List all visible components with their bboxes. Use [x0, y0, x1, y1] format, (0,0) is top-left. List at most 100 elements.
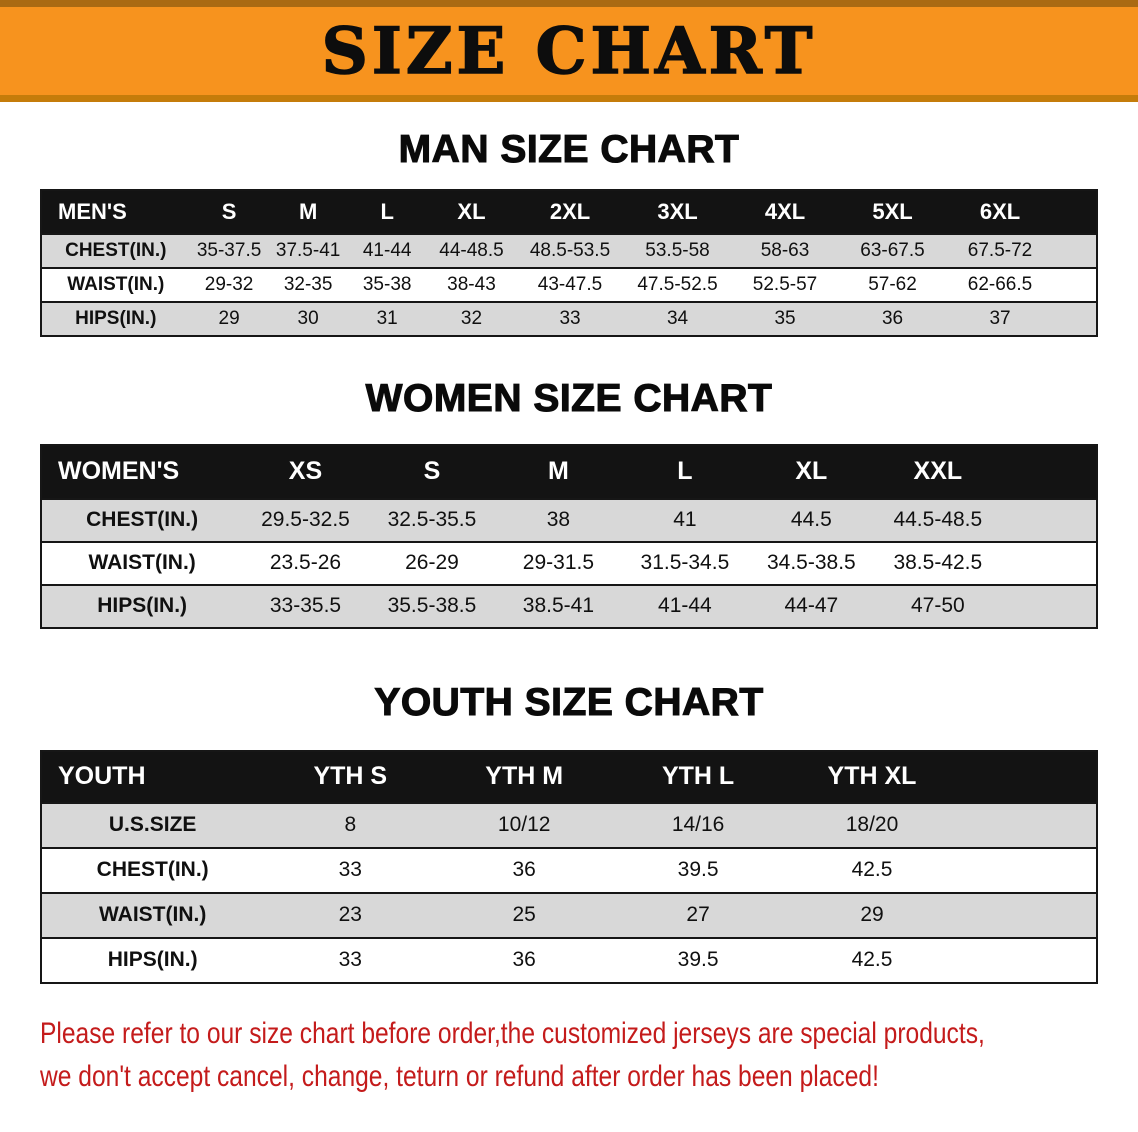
value-cell: 26-29	[405, 551, 459, 575]
women-size-header-l: L	[677, 457, 693, 486]
value-cell: 44.5	[790, 508, 832, 532]
youth-size-table: YOUTH YTH S YTH M YTH L YTH XL U.S.SIZE …	[40, 749, 1098, 984]
value-cell: 52.5-57	[752, 273, 818, 295]
row-label: U.S.SIZE	[108, 813, 197, 837]
value-cell: 33	[338, 948, 362, 972]
men-size-header-s: S	[221, 198, 237, 224]
youth-header-label: YOUTH	[58, 762, 146, 791]
youth-size-header-l: YTH L	[661, 762, 735, 791]
value-cell: 30	[297, 307, 319, 329]
value-cell: 18/20	[845, 813, 899, 837]
women-section: WOMEN SIZE CHART WOMEN'S XS S M L XL XXL…	[0, 376, 1138, 629]
value-cell: 36	[881, 307, 904, 329]
page-title: SIZE CHART	[321, 13, 817, 90]
value-cell: 31.5-34.5	[640, 551, 730, 575]
women-size-table: WOMEN'S XS S M L XL XXL CHEST(IN.) 29.5-…	[40, 443, 1098, 629]
women-size-header-s: S	[423, 457, 441, 486]
value-cell: 41	[673, 508, 697, 532]
men-header-label: MEN'S	[58, 198, 127, 224]
disclaimer-line-1: Please refer to our size chart before or…	[40, 1016, 985, 1050]
value-cell: 27	[686, 903, 710, 927]
row-label: CHEST(IN.)	[86, 508, 199, 532]
row-label: WAIST(IN.)	[67, 273, 165, 295]
size-chart-banner: SIZE CHART	[0, 0, 1138, 102]
value-cell: 57-62	[868, 273, 917, 295]
value-cell: 10/12	[497, 813, 551, 837]
women-hips-row: HIPS(IN.) 33-35.5 35.5-38.5 38.5-41 41-4…	[42, 583, 1096, 627]
row-label: HIPS(IN.)	[97, 594, 188, 618]
women-size-header-xxl: XXL	[913, 457, 963, 486]
value-cell: 35	[774, 307, 796, 329]
youth-size-header-s: YTH S	[313, 762, 388, 791]
row-label: HIPS(IN.)	[107, 948, 198, 972]
value-cell: 32	[460, 307, 483, 329]
value-cell: 37.5-41	[275, 239, 341, 261]
youth-size-header-m: YTH M	[485, 762, 564, 791]
value-cell: 37	[989, 307, 1011, 329]
women-chest-row: CHEST(IN.) 29.5-32.5 32.5-35.5 38 41 44.…	[42, 497, 1096, 541]
value-cell: 8	[344, 813, 357, 837]
row-label: WAIST(IN.)	[88, 551, 196, 575]
value-cell: 34.5-38.5	[766, 551, 856, 575]
men-size-header-5xl: 5XL	[872, 198, 913, 224]
women-size-header-xl: XL	[795, 457, 828, 486]
value-cell: 42.5	[851, 948, 893, 972]
value-cell: 32.5-35.5	[387, 508, 477, 532]
men-size-header-2xl: 2XL	[549, 198, 591, 224]
men-size-header-6xl: 6XL	[979, 198, 1021, 224]
men-chest-row: CHEST(IN.) 35-37.5 37.5-41 41-44 44-48.5…	[42, 232, 1096, 267]
youth-waist-row: WAIST(IN.) 23 25 27 29	[42, 891, 1096, 937]
value-cell: 39.5	[677, 948, 719, 972]
value-cell: 23.5-26	[269, 551, 342, 575]
youth-section: YOUTH SIZE CHART YOUTH YTH S YTH M YTH L…	[0, 680, 1138, 984]
value-cell: 36	[512, 948, 536, 972]
men-size-header-4xl: 4XL	[764, 198, 806, 224]
youth-header-row: YOUTH YTH S YTH M YTH L YTH XL	[42, 751, 1096, 802]
value-cell: 62-66.5	[967, 273, 1033, 295]
value-cell: 39.5	[677, 858, 719, 882]
value-cell: 29	[218, 307, 240, 329]
value-cell: 47.5-52.5	[637, 273, 718, 295]
men-section: MAN SIZE CHART MEN'S S M L XL 2XL 3XL 4X…	[0, 127, 1138, 337]
men-size-header-xl: XL	[457, 198, 486, 224]
value-cell: 35.5-38.5	[387, 594, 477, 618]
value-cell: 36	[512, 858, 536, 882]
value-cell: 44.5-48.5	[893, 508, 983, 532]
value-cell: 34	[666, 307, 689, 329]
men-header-row: MEN'S S M L XL 2XL 3XL 4XL 5XL 6XL	[42, 190, 1096, 233]
value-cell: 38.5-42.5	[893, 551, 983, 575]
men-size-table: MEN'S S M L XL 2XL 3XL 4XL 5XL 6XL CHEST…	[40, 188, 1098, 337]
row-label: CHEST(IN.)	[96, 858, 209, 882]
value-cell: 35-38	[362, 273, 412, 295]
row-label: WAIST(IN.)	[99, 903, 207, 927]
value-cell: 44-48.5	[439, 239, 504, 261]
men-hips-row: HIPS(IN.) 29 30 31 32 33 34 35 36 37	[42, 300, 1096, 335]
row-label: CHEST(IN.)	[65, 239, 167, 261]
value-cell: 38-43	[447, 273, 496, 295]
men-waist-row: WAIST(IN.) 29-32 32-35 35-38 38-43 43-47…	[42, 266, 1096, 301]
value-cell: 38	[546, 508, 571, 532]
value-cell: 33-35.5	[269, 594, 342, 618]
women-header-row: WOMEN'S XS S M L XL XXL	[42, 445, 1096, 498]
women-size-header-xs: XS	[288, 457, 323, 486]
youth-ussize-row: U.S.SIZE 8 10/12 14/16 18/20	[42, 801, 1096, 847]
value-cell: 67.5-72	[967, 239, 1033, 261]
disclaimer: Please refer to our size chart before or…	[40, 1012, 1138, 1099]
men-size-header-m: M	[298, 198, 318, 224]
women-size-header-m: M	[548, 457, 569, 486]
women-header-label: WOMEN'S	[58, 457, 180, 486]
value-cell: 25	[512, 903, 536, 927]
value-cell: 47-50	[910, 594, 965, 618]
value-cell: 14/16	[671, 813, 725, 837]
value-cell: 33	[338, 858, 362, 882]
disclaimer-line-2: we don't accept cancel, change, teturn o…	[40, 1060, 879, 1094]
women-heading: WOMEN SIZE CHART	[365, 376, 773, 420]
youth-hips-row: HIPS(IN.) 33 36 39.5 42.5	[42, 936, 1096, 982]
men-heading: MAN SIZE CHART	[398, 127, 740, 171]
men-size-header-3xl: 3XL	[657, 198, 698, 224]
value-cell: 29.5-32.5	[261, 508, 350, 532]
value-cell: 42.5	[851, 858, 893, 882]
value-cell: 63-67.5	[860, 239, 925, 261]
value-cell: 41-44	[362, 239, 412, 261]
youth-heading: YOUTH SIZE CHART	[374, 680, 764, 724]
